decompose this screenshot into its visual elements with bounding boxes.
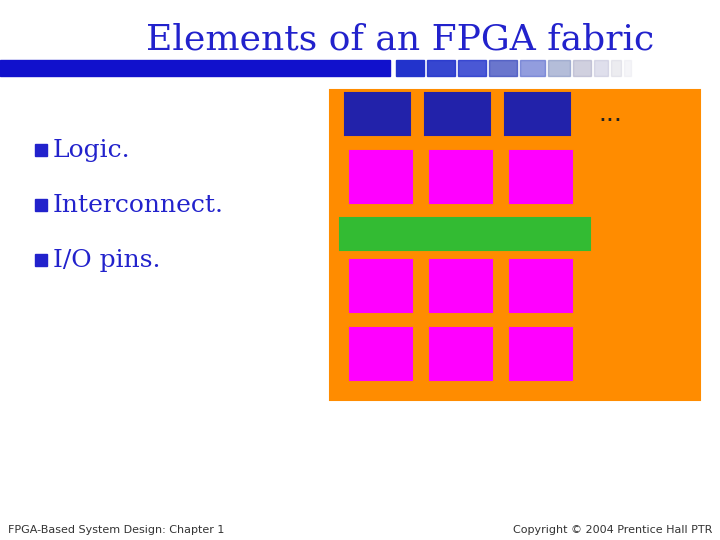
- Bar: [624, 60, 631, 76]
- Bar: [430, 151, 492, 203]
- Bar: [0, 60, 390, 76]
- Text: Interconnect.: Interconnect.: [53, 193, 224, 217]
- Text: Copyright © 2004 Prentice Hall PTR: Copyright © 2004 Prentice Hall PTR: [513, 525, 712, 535]
- Text: I/O pins.: I/O pins.: [53, 248, 161, 272]
- Bar: [458, 60, 486, 76]
- Bar: [35, 254, 47, 266]
- Text: LE: LE: [369, 167, 392, 186]
- Bar: [345, 93, 410, 135]
- Text: Logic.: Logic.: [53, 138, 130, 161]
- Text: ...: ...: [598, 102, 622, 126]
- Text: IOB: IOB: [518, 105, 557, 124]
- Text: LE: LE: [369, 276, 392, 295]
- Bar: [611, 60, 621, 76]
- Bar: [425, 93, 490, 135]
- Bar: [330, 90, 700, 400]
- Bar: [489, 60, 517, 76]
- Bar: [594, 60, 608, 76]
- Text: LE: LE: [449, 345, 472, 363]
- Text: LE: LE: [449, 276, 472, 295]
- Bar: [548, 60, 570, 76]
- Text: FPGA-Based System Design: Chapter 1: FPGA-Based System Design: Chapter 1: [8, 525, 225, 535]
- Bar: [430, 260, 492, 312]
- Bar: [520, 60, 545, 76]
- Bar: [340, 218, 590, 250]
- Text: IOB: IOB: [359, 105, 397, 124]
- Bar: [510, 151, 572, 203]
- Bar: [35, 199, 47, 211]
- Bar: [430, 328, 492, 380]
- Text: LE: LE: [529, 167, 552, 186]
- Text: LE: LE: [529, 345, 552, 363]
- Text: LE: LE: [449, 167, 472, 186]
- Bar: [573, 60, 591, 76]
- Text: Elements of an FPGA fabric: Elements of an FPGA fabric: [146, 23, 654, 57]
- Bar: [505, 93, 570, 135]
- Bar: [35, 144, 47, 156]
- Bar: [350, 260, 412, 312]
- Text: LE: LE: [529, 276, 552, 295]
- Bar: [350, 151, 412, 203]
- Bar: [510, 260, 572, 312]
- Text: IOB: IOB: [438, 105, 477, 124]
- Bar: [396, 60, 424, 76]
- Text: LE: LE: [369, 345, 392, 363]
- Text: interconnect: interconnect: [408, 225, 522, 243]
- Bar: [427, 60, 455, 76]
- Bar: [350, 328, 412, 380]
- Bar: [510, 328, 572, 380]
